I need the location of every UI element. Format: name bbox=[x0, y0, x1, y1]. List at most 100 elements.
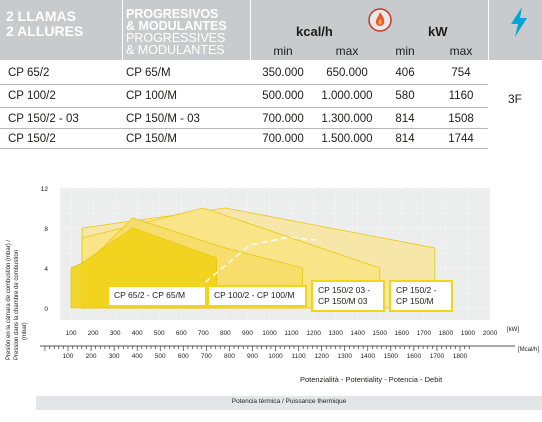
legend-label: CP 100/2 - CP 100/M bbox=[214, 290, 294, 300]
electric-supply-value: 3F bbox=[508, 92, 523, 106]
row-kcal-min: 700.000 bbox=[262, 113, 304, 125]
legend-box bbox=[311, 280, 385, 312]
header-divider bbox=[488, 0, 489, 60]
kcal-min-label: min bbox=[273, 44, 293, 58]
footer-text: Potencia térmica / Puissance thermique bbox=[231, 398, 347, 405]
x-tick-label-kw: 1100 bbox=[285, 330, 299, 337]
row-kw-max: 1508 bbox=[448, 113, 474, 125]
x-tick-label-mcal: 900 bbox=[247, 353, 258, 360]
row-kw-min: 406 bbox=[395, 67, 415, 79]
legend-label: CP 150/2 03 - bbox=[318, 285, 370, 295]
y-axis-title-line-1: Presión en la cámara de combustión (mbar… bbox=[6, 240, 12, 360]
y-axis-title-line-3: (mbar) bbox=[22, 322, 28, 340]
row-kcal-min: 500.000 bbox=[262, 90, 304, 102]
header-modulantes-2: & MODULANTES bbox=[126, 43, 225, 57]
row-two-flame: CP 100/2 bbox=[8, 90, 56, 102]
x-tick-label-kw: 100 bbox=[66, 330, 77, 337]
progressive-label: PROGRESIVOS & MODULANTES PROGRESSIVES & … bbox=[126, 7, 227, 57]
x-tick-label-mcal: 1000 bbox=[268, 353, 283, 360]
header-progressives: PROGRESSIVES bbox=[126, 31, 226, 45]
y-tick-label: 0 bbox=[44, 306, 48, 313]
row-two-flame: CP 150/2 - 03 bbox=[8, 113, 79, 125]
x-tick-label-kw: 500 bbox=[154, 330, 165, 337]
legend-label: CP 150/2 - bbox=[396, 285, 437, 295]
row-kcal-min: 700.000 bbox=[262, 133, 304, 145]
y-axis-title-line-2: Pression dans la chambre de combustion bbox=[14, 250, 20, 360]
header-2allures: 2 ALLURES bbox=[6, 23, 84, 39]
row-kw-min: 814 bbox=[395, 113, 415, 125]
lightning-icon bbox=[506, 6, 532, 38]
x-tick-label-mcal: 800 bbox=[224, 353, 235, 360]
x-tick-label-kw: 1200 bbox=[306, 330, 321, 337]
x-tick-label-mcal: 1600 bbox=[407, 353, 422, 360]
x-axis-title: Potenzialità - Potentiality - Potencia -… bbox=[300, 375, 443, 384]
row-kw-max: 1160 bbox=[448, 90, 474, 102]
x-tick-label-mcal: 1100 bbox=[292, 353, 306, 360]
x-tick-label-kw: 800 bbox=[220, 330, 231, 337]
x-tick-label-kw: 1000 bbox=[262, 330, 277, 337]
x-tick-label-mcal: 100 bbox=[63, 353, 74, 360]
legend-label: CP 65/2 - CP 65/M bbox=[114, 290, 185, 300]
row-kw-max: 754 bbox=[451, 67, 471, 79]
x-unit-mcal: [Mcal/h] bbox=[518, 347, 539, 353]
row-divider bbox=[0, 128, 488, 129]
row-divider bbox=[0, 84, 488, 85]
header-progresivos: PROGRESIVOS bbox=[126, 7, 219, 21]
row-two-flame: CP 65/2 bbox=[8, 67, 50, 79]
footer-bar: Potencia térmica / Puissance thermique bbox=[36, 396, 542, 410]
legend-label: CP 150/M 03 bbox=[318, 296, 368, 306]
x-tick-label-kw: 600 bbox=[176, 330, 187, 337]
header-modulantes-1: & MODULANTES bbox=[126, 19, 227, 33]
x-tick-label-mcal: 1500 bbox=[384, 353, 399, 360]
x-tick-label-mcal: 400 bbox=[132, 353, 143, 360]
x-tick-label-kw: 200 bbox=[88, 330, 99, 337]
x-tick-label-mcal: 1700 bbox=[430, 353, 445, 360]
row-divider bbox=[0, 107, 488, 108]
x-tick-label-mcal: 1400 bbox=[361, 353, 376, 360]
table-row: CP 150/2 CP 150/M 700.000 1.500.000 814 … bbox=[0, 130, 542, 148]
x-tick-label-kw: 900 bbox=[242, 330, 253, 337]
legend-box bbox=[107, 285, 207, 307]
row-kcal-max: 1.500.000 bbox=[321, 133, 373, 145]
legend-box bbox=[207, 285, 307, 307]
x-tick-label-mcal: 1200 bbox=[314, 353, 329, 360]
row-two-flame: CP 150/2 bbox=[8, 133, 56, 145]
x-tick-label-mcal: 1300 bbox=[337, 353, 352, 360]
x-tick-label-kw: 1600 bbox=[395, 330, 410, 337]
row-kw-min: 580 bbox=[395, 90, 415, 102]
x-tick-label-mcal: 200 bbox=[86, 353, 97, 360]
table-row: CP 100/2 CP 100/M 500.000 1.000.000 580 … bbox=[0, 87, 542, 105]
row-modulating: CP 150/M - 03 bbox=[126, 113, 200, 125]
x-tick-label-kw: 1500 bbox=[373, 330, 388, 337]
x-tick-label-kw: 1800 bbox=[439, 330, 454, 337]
row-kcal-min: 350.000 bbox=[262, 67, 304, 79]
row-modulating: CP 150/M bbox=[126, 133, 177, 145]
x-tick-label-mcal: 1800 bbox=[453, 353, 468, 360]
legend-label: CP 150/M bbox=[396, 296, 434, 306]
row-kw-min: 814 bbox=[395, 133, 415, 145]
x-tick-label-kw: 1400 bbox=[350, 330, 365, 337]
x-tick-label-mcal: 600 bbox=[178, 353, 189, 360]
row-kcal-max: 1.300.000 bbox=[321, 113, 373, 125]
kcal-max-label: max bbox=[335, 44, 359, 58]
kw-max-label: max bbox=[449, 44, 473, 58]
row-divider bbox=[0, 148, 488, 149]
y-tick-label: 4 bbox=[44, 266, 48, 273]
x-tick-label-kw: 700 bbox=[198, 330, 209, 337]
kcal-unit: kcal/h bbox=[296, 24, 333, 39]
table-row: CP 150/2 - 03 CP 150/M - 03 700.000 1.30… bbox=[0, 110, 542, 128]
x-unit-kw: [kW] bbox=[507, 327, 519, 333]
table-row: CP 65/2 CP 65/M 350.000 650.000 406 754 bbox=[0, 64, 542, 82]
table-header: 2 LLAMAS 2 ALLURES PROGRESIVOS & MODULAN… bbox=[0, 0, 542, 60]
x-tick-label-kw: 1300 bbox=[328, 330, 343, 337]
x-tick-label-kw: 1900 bbox=[461, 330, 476, 337]
flame-icon bbox=[368, 8, 392, 32]
header-2llamas: 2 LLAMAS bbox=[6, 8, 76, 24]
x-tick-label-mcal: 500 bbox=[155, 353, 166, 360]
x-tick-label-kw: 1700 bbox=[417, 330, 432, 337]
x-tick-label-mcal: 700 bbox=[201, 353, 212, 360]
row-kw-max: 1744 bbox=[448, 133, 474, 145]
x-tick-label-kw: 300 bbox=[110, 330, 121, 337]
row-kcal-max: 1.000.000 bbox=[321, 90, 373, 102]
